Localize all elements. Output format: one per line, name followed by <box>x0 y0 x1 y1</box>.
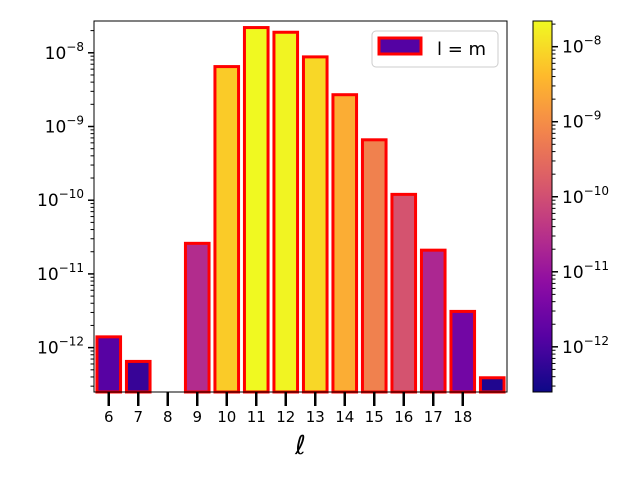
x-axis-label: ℓ <box>294 431 306 461</box>
bar-l-12 <box>272 30 300 394</box>
y-tick-label: 10−9 <box>45 114 84 138</box>
x-tick-label: 13 <box>306 408 325 426</box>
x-tick-label: 7 <box>133 408 143 426</box>
bar-l-16 <box>390 192 418 394</box>
legend-swatch <box>377 36 423 56</box>
bar-l-15 <box>360 138 388 394</box>
x-tick-label: 10 <box>217 408 236 426</box>
y-tick-label: 10−12 <box>37 335 84 359</box>
bar-l-14 <box>331 93 359 394</box>
bar-l-11 <box>242 26 270 394</box>
bar-l-6 <box>95 335 123 394</box>
colorbar-tick-label: 10−10 <box>562 184 609 208</box>
colorbar-tick-label: 10−11 <box>562 259 609 283</box>
x-tick-label: 17 <box>424 408 443 426</box>
bar-l-9 <box>183 241 211 394</box>
colorbar-gradient <box>532 20 553 393</box>
legend-label: l = m <box>437 39 486 60</box>
colorbar-tick-label: 10−8 <box>562 34 601 58</box>
x-tick-label: 8 <box>163 408 173 426</box>
bar-l-18 <box>449 309 477 394</box>
x-tick-label: 16 <box>394 408 413 426</box>
plot-frame <box>93 20 508 393</box>
x-tick-label: 12 <box>276 408 295 426</box>
x-tick-label: 14 <box>335 408 354 426</box>
x-tick-label: 6 <box>104 408 114 426</box>
bar-l-17 <box>419 248 447 394</box>
bar-l-13 <box>301 55 329 394</box>
axes-layer: 10−12 10−11 10−10 10−9 10−8 6 7 8 9 10 11 12 13 14 15 1… <box>37 20 508 461</box>
y-tick-label: 10−8 <box>45 40 84 64</box>
colorbar-tick-label: 10−12 <box>562 334 609 358</box>
bar-l-10 <box>213 65 241 394</box>
bars-layer <box>95 26 506 394</box>
colorbar: 10−12 10−11 10−10 10−9 10−8 <box>532 20 609 393</box>
bar-l-19 <box>478 376 506 394</box>
y-tick-label: 10−11 <box>37 261 84 285</box>
x-tick-label: 15 <box>365 408 384 426</box>
x-tick-label: 9 <box>192 408 202 426</box>
y-tick-label: 10−10 <box>37 187 84 211</box>
colorbar-tick-label: 10−9 <box>562 109 601 133</box>
x-tick-label: 11 <box>247 408 266 426</box>
x-tick-label: 18 <box>453 408 472 426</box>
bar-l-7 <box>124 359 152 394</box>
legend: l = m <box>371 30 499 68</box>
